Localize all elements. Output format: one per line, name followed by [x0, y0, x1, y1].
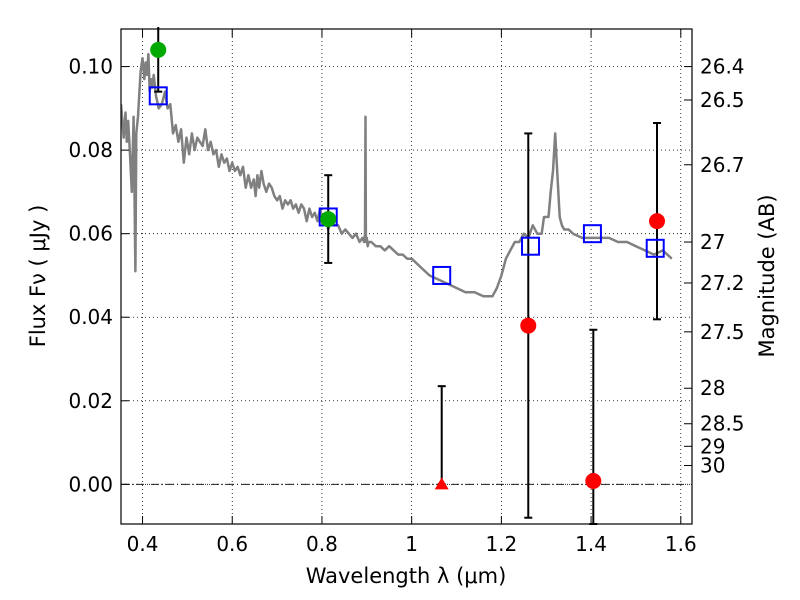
- observed-flux-point: [649, 213, 666, 230]
- axis-ticks: 0.4 0.6 0.8 1 1.2 1.4 1.6 0.00 0.02 0.04 0.06 0.08 0…: [68, 29, 745, 556]
- x-tick-label: 1.6: [665, 532, 697, 556]
- photometry-square: [521, 236, 541, 256]
- magnitude-tick-label: 27.5: [700, 320, 745, 344]
- y-tick-label: 0.06: [68, 222, 113, 246]
- magnitude-tick-label: 26.4: [700, 55, 745, 79]
- magnitude-tick-label: 26.5: [700, 88, 745, 112]
- y-tick-label: 0.04: [68, 305, 113, 329]
- magnitude-tick-label: 29: [700, 434, 725, 458]
- model-spectrum-line: [121, 52, 673, 298]
- x-tick-label: 1: [405, 532, 418, 556]
- observed-flux-point: [150, 41, 167, 58]
- x-tick-label: 0.6: [216, 532, 248, 556]
- photometry-square: [148, 86, 168, 106]
- plot-area: [121, 52, 673, 298]
- x-tick-label: 0.4: [127, 532, 159, 556]
- y-tick-label: 0.02: [68, 389, 113, 413]
- magnitude-tick-label: 28.5: [700, 412, 745, 436]
- y-tick-label: 0.10: [68, 55, 113, 79]
- upper-limit-triangle: [434, 477, 449, 490]
- observed-flux-point: [585, 472, 602, 489]
- y-tick-label: 0.08: [68, 138, 113, 162]
- magnitude-tick-label: 28: [700, 376, 725, 400]
- magnitude-axis-label: Magnitude (AB): [755, 194, 779, 357]
- grid-lines: [121, 29, 692, 524]
- plot-frame: [120, 28, 693, 525]
- magnitude-tick-label: 30: [700, 454, 725, 478]
- observed-flux-point: [520, 317, 537, 334]
- magnitude-tick-label: 27.2: [700, 271, 745, 295]
- x-axis-label: Wavelength λ (μm): [306, 564, 507, 588]
- x-tick-label: 1.4: [575, 532, 607, 556]
- photometry-square: [432, 265, 452, 285]
- y-axis-label: Flux Fν ( μJy ): [26, 205, 50, 348]
- data-markers: [148, 27, 666, 525]
- magnitude-tick-label: 26.7: [700, 153, 745, 177]
- observed-flux-point: [320, 211, 337, 228]
- x-tick-label: 1.2: [485, 532, 517, 556]
- y-tick-label: 0.00: [68, 472, 113, 496]
- x-tick-label: 0.8: [306, 532, 338, 556]
- photometry-square: [582, 224, 602, 244]
- magnitude-tick-label: 27: [700, 230, 725, 254]
- photometry-square: [645, 238, 665, 258]
